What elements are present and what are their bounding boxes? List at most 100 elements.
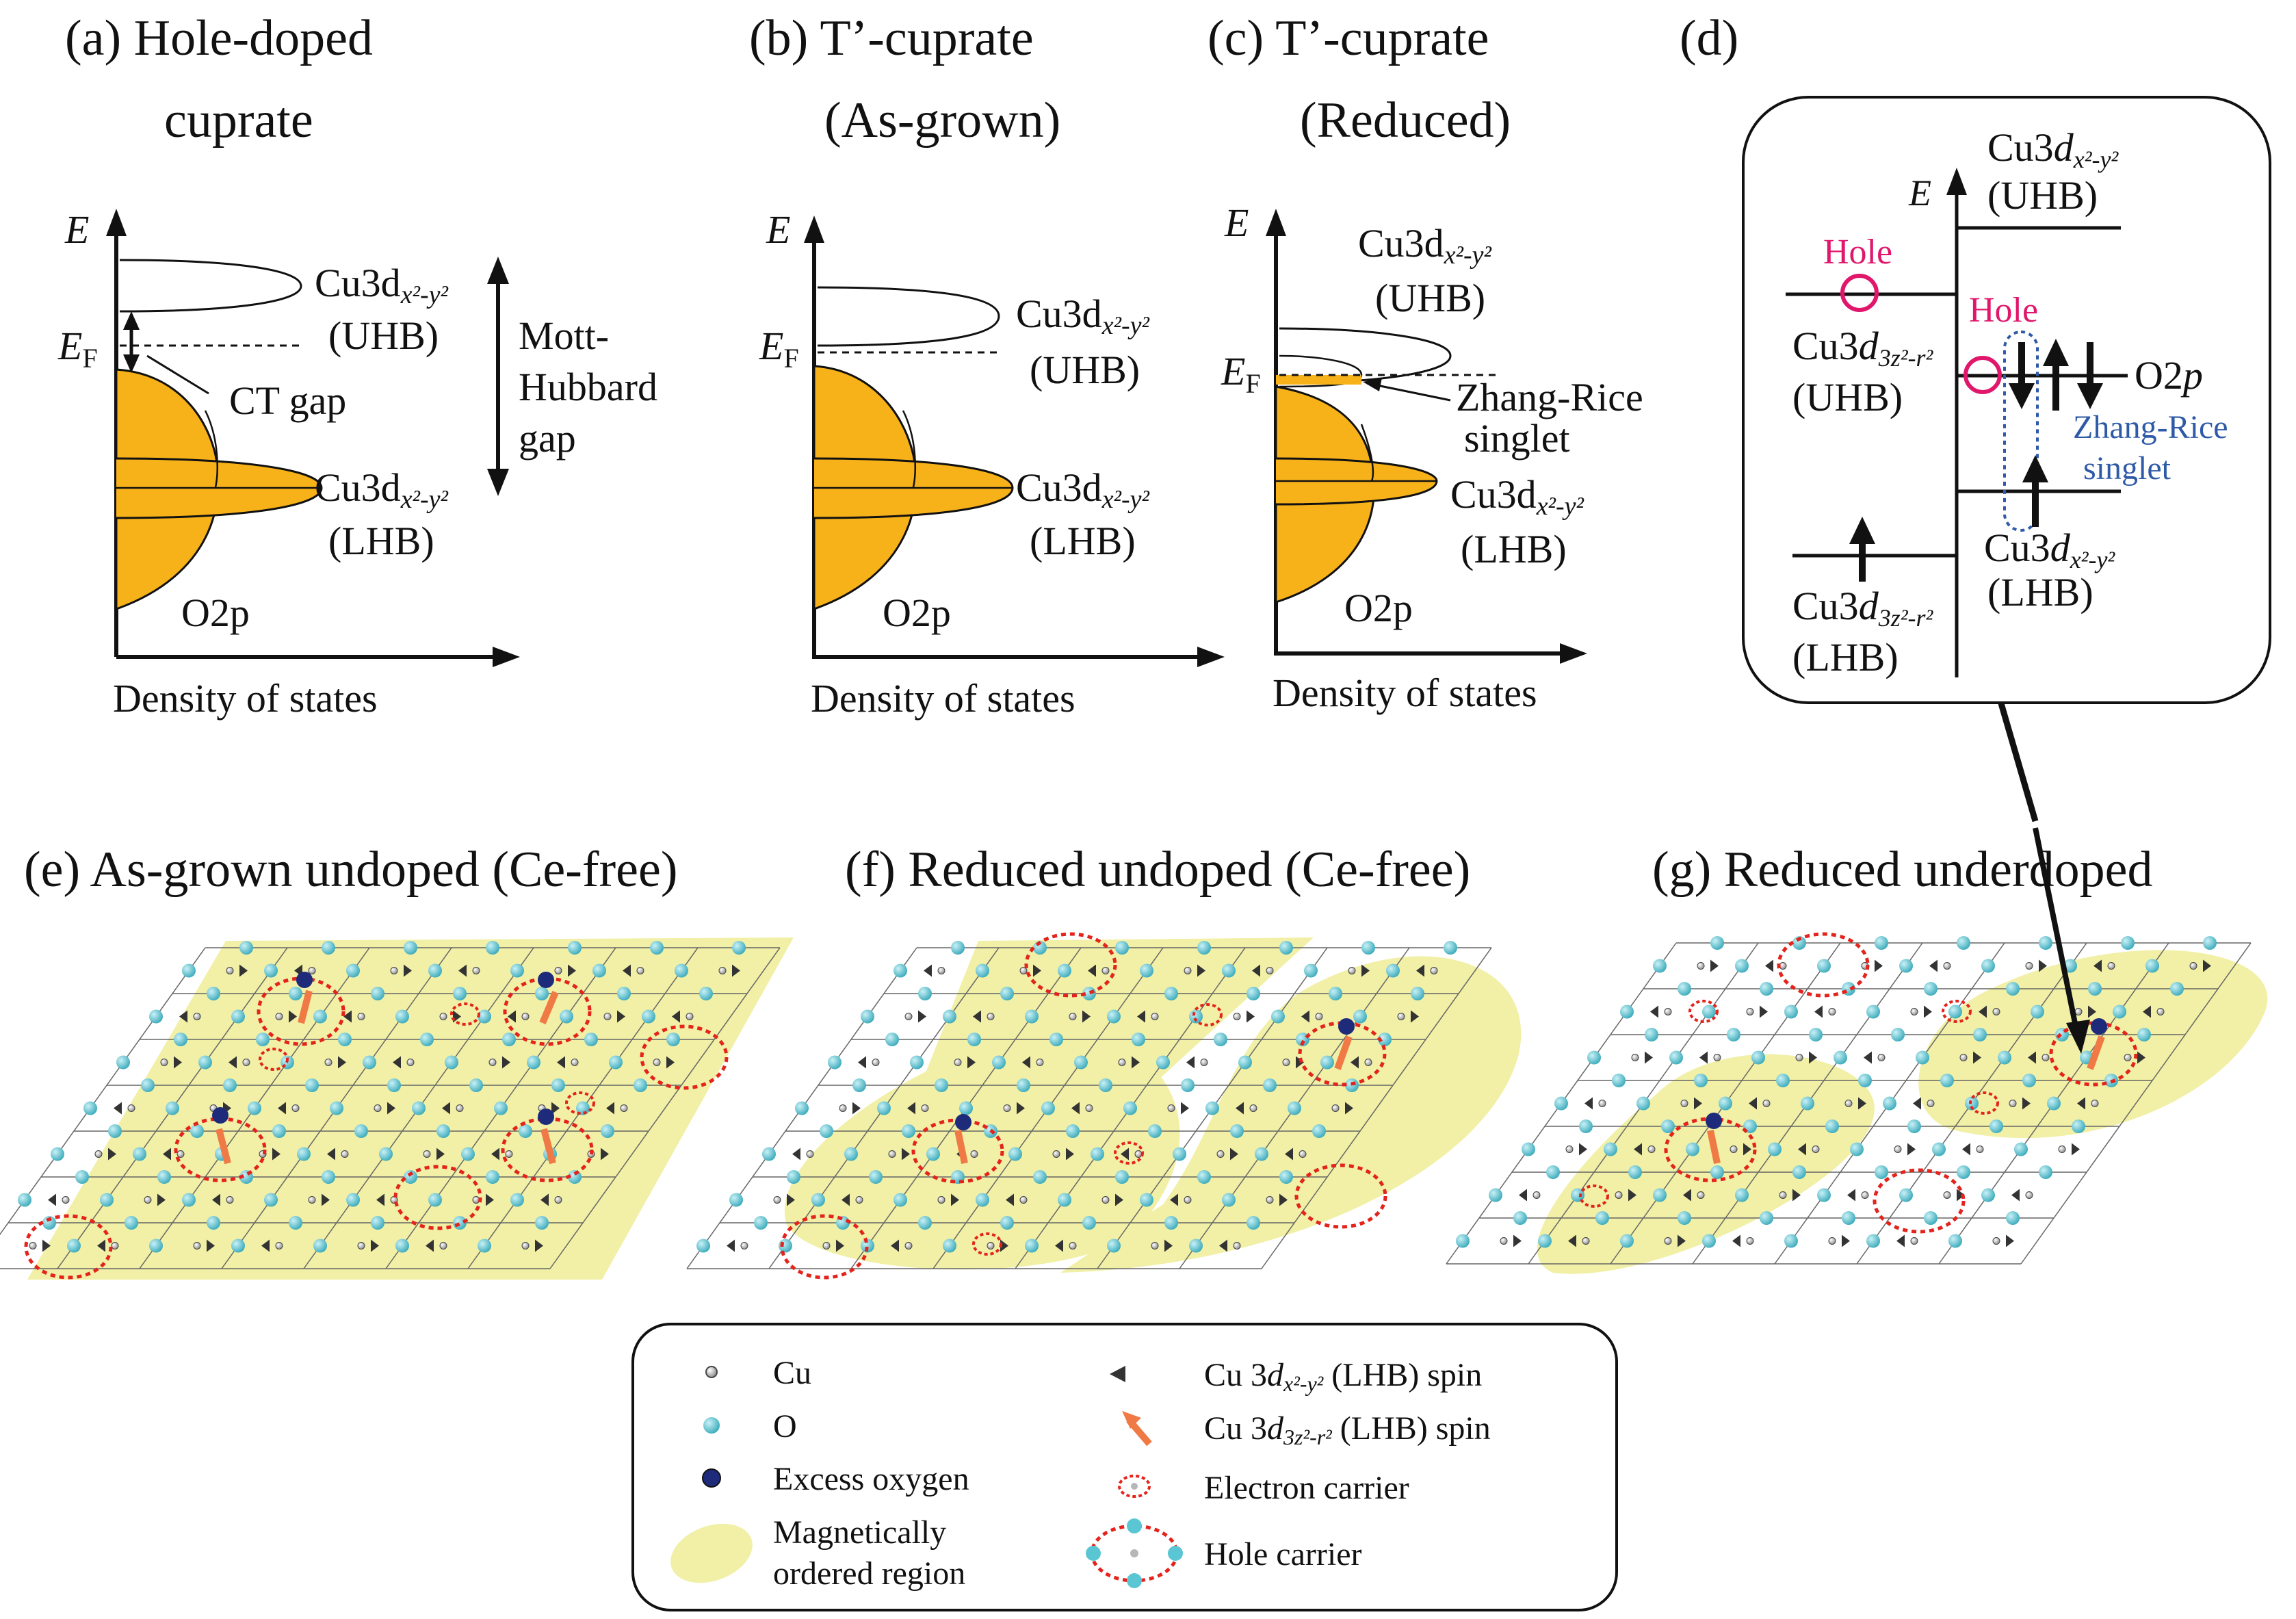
o-atom xyxy=(601,1124,614,1138)
cu-atom xyxy=(2041,1054,2050,1061)
cu-atom xyxy=(2107,962,2115,970)
o-atom xyxy=(1411,987,1424,1000)
lhb-spin-head xyxy=(1907,1143,1916,1156)
o-atom xyxy=(795,1101,809,1115)
hole-carrier-ring xyxy=(1294,1163,1387,1229)
cu-atom-icon xyxy=(1131,1483,1138,1490)
o-atom xyxy=(338,1033,352,1046)
lhb-tag: (LHB) xyxy=(1461,527,1567,571)
uhb-band xyxy=(119,259,302,313)
cu-atom xyxy=(1943,1191,1951,1199)
magnetic-region xyxy=(1918,950,2268,1139)
o-atom xyxy=(844,1147,858,1161)
cu-atom xyxy=(1282,1059,1290,1066)
o-atom xyxy=(568,941,582,955)
o-atom xyxy=(1115,941,1129,955)
cu-atom xyxy=(1151,1242,1159,1249)
lhb-spin-head xyxy=(792,1148,800,1161)
dos-axis-label: Density of states xyxy=(811,676,1075,721)
o-atom xyxy=(1875,1165,1888,1179)
dos-axis-arrow-icon xyxy=(1197,647,1225,667)
o-atom xyxy=(2006,1211,2020,1225)
o-atom xyxy=(820,1124,833,1138)
o-atom xyxy=(1883,1096,1896,1111)
panel-d-title: (d) xyxy=(1680,10,1738,66)
lhb-tag: (LHB) xyxy=(1030,519,1136,563)
lhb-spin-head xyxy=(1875,959,1883,972)
lhb-spin-head xyxy=(436,1148,445,1161)
cu-atom-icon xyxy=(1130,1549,1138,1557)
o-atom xyxy=(1263,1078,1277,1092)
o-atom xyxy=(157,1170,171,1184)
lhb-spin-head xyxy=(1066,1148,1074,1161)
electron-carrier-ring xyxy=(565,1091,595,1115)
o-atom xyxy=(207,987,220,1000)
carriers xyxy=(780,932,1387,1280)
lhb-spin-head xyxy=(1579,1143,1587,1156)
lhb-spin-head xyxy=(387,1102,395,1115)
o-atom xyxy=(231,1239,245,1253)
o-atom xyxy=(976,963,989,978)
cu-atom xyxy=(160,1059,168,1066)
o-atom xyxy=(1924,982,1938,996)
zr-leader xyxy=(1366,382,1451,402)
lhb-spin-head xyxy=(1055,1239,1063,1252)
lhb-spin-head xyxy=(1006,1193,1014,1206)
cu-atom xyxy=(806,1150,814,1158)
uhb-name: Cu3dx²-y² xyxy=(1358,221,1491,270)
cu-atom-icon xyxy=(705,1366,718,1378)
o-atom xyxy=(1998,1050,2011,1065)
cu-atom xyxy=(773,1196,781,1204)
zr-label-1: Zhang-Rice xyxy=(2073,409,2228,445)
o-atom xyxy=(272,1124,286,1138)
cu-atom xyxy=(1828,1008,1836,1015)
cu-atom xyxy=(1397,1013,1405,1020)
o-atom xyxy=(1784,1005,1798,1019)
lattice-g xyxy=(1446,827,2268,1274)
lhb-name: Cu3dx²-y² xyxy=(1450,472,1584,521)
cu-atom xyxy=(1762,1100,1771,1107)
uhb-x2y2-name: Cu3dx²-y² xyxy=(1987,125,2119,173)
lhb-spin-head xyxy=(491,1148,499,1161)
o-atom xyxy=(1653,1188,1667,1202)
o-atom xyxy=(1973,1028,1987,1041)
cu-atom xyxy=(1910,1008,1918,1015)
o-atom xyxy=(1866,1234,1880,1248)
panel-d: (d) E Cu3dx²-y² (UHB) Hole Cu3d3z²-r² (U… xyxy=(1680,10,2271,823)
lhb-spin-head xyxy=(891,1239,899,1252)
lhb-spin-head xyxy=(568,964,576,977)
lhb-spin-head xyxy=(1351,1056,1359,1069)
o-atom xyxy=(634,1078,647,1092)
o-atom xyxy=(2022,1074,2036,1087)
cu-atom xyxy=(855,1196,863,1204)
lhb-spin-head xyxy=(1683,1189,1691,1202)
cu-atom xyxy=(1216,1150,1225,1158)
o-atom xyxy=(1230,1124,1244,1138)
energy-axis-arrow-icon xyxy=(1266,209,1286,236)
uhb-name: Cu3dx²-y² xyxy=(1016,292,1149,340)
lhb-spin-head xyxy=(967,1056,976,1069)
lattice-line xyxy=(549,947,781,1269)
cu-atom xyxy=(1943,962,1951,970)
o-atom xyxy=(1082,1216,1096,1230)
lhb-spin-head xyxy=(1584,1097,1593,1110)
lhb-spin-head xyxy=(666,1056,675,1069)
o-atom xyxy=(1353,1009,1367,1024)
magnetic-region xyxy=(1537,1054,1875,1274)
o-atom-icon xyxy=(703,1417,720,1434)
cu-atom xyxy=(1910,1237,1918,1245)
o-atom xyxy=(1776,1074,1790,1087)
lhb-spin-head xyxy=(442,1102,450,1115)
o-atom xyxy=(560,1009,573,1024)
lhb-spin-head xyxy=(1411,1010,1419,1023)
cu-atom xyxy=(937,1196,945,1204)
magnetic-region xyxy=(1060,956,1522,1273)
o-atom xyxy=(453,987,467,1000)
o-atom xyxy=(754,1216,768,1230)
o-atom xyxy=(1025,1239,1039,1253)
cu-atom xyxy=(226,967,234,974)
cu-atom xyxy=(488,1059,497,1066)
lhb-spin-head xyxy=(1137,1010,1145,1023)
panel-b-title-2: (As-grown) xyxy=(824,92,1060,148)
o-atom xyxy=(535,987,549,1000)
